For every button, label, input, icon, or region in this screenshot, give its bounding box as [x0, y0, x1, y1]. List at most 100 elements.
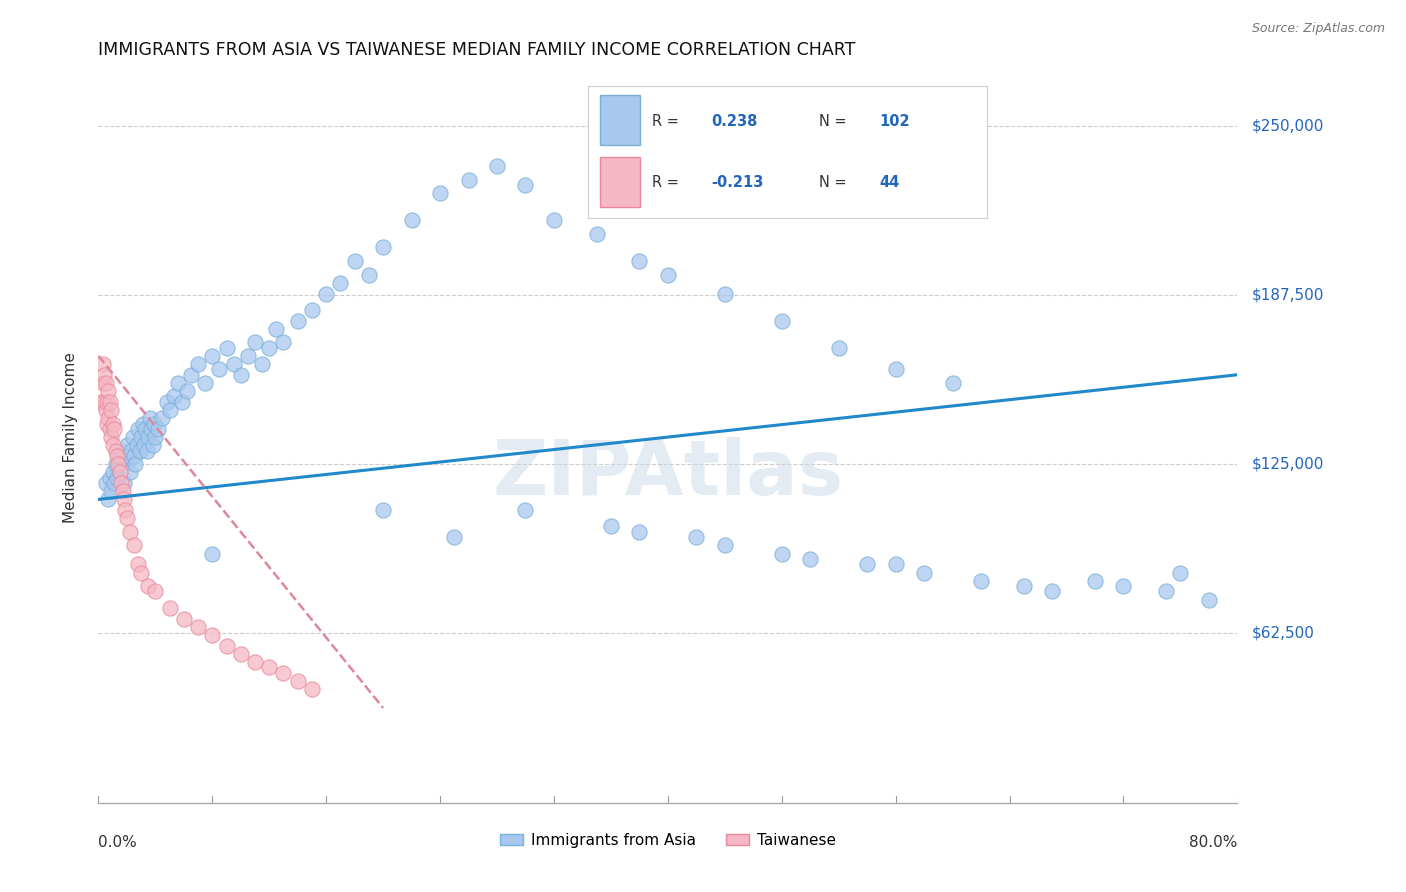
Point: [111, 457, 134, 471]
Text: $125,000: $125,000: [1251, 457, 1324, 472]
Point: [148, 422, 170, 436]
Point: [108, 465, 131, 479]
Point: [124, 457, 146, 471]
Point: [1170, 566, 1192, 580]
Point: [856, 558, 879, 572]
Point: [187, 357, 209, 371]
Point: [167, 376, 190, 390]
Point: [194, 376, 217, 390]
Point: [229, 647, 252, 661]
Point: [159, 600, 181, 615]
Point: [201, 628, 224, 642]
Point: [1198, 592, 1220, 607]
Point: [486, 159, 509, 173]
Point: [1154, 584, 1177, 599]
Point: [515, 503, 537, 517]
Point: [243, 335, 266, 350]
Legend: Immigrants from Asia, Taiwanese: Immigrants from Asia, Taiwanese: [494, 827, 842, 854]
Point: [266, 322, 288, 336]
Point: [657, 268, 679, 282]
Point: [112, 492, 135, 507]
Point: [585, 227, 607, 241]
Point: [93, 368, 115, 382]
Point: [136, 579, 159, 593]
Point: [172, 395, 194, 409]
Point: [118, 524, 141, 539]
Point: [111, 484, 134, 499]
Point: [96, 417, 118, 431]
Point: [135, 443, 157, 458]
Point: [122, 449, 145, 463]
Point: [91, 357, 114, 371]
Point: [770, 313, 793, 327]
Point: [628, 254, 651, 268]
Point: [215, 639, 238, 653]
Point: [429, 186, 451, 201]
Point: [141, 438, 163, 452]
Point: [134, 422, 156, 436]
Text: IMMIGRANTS FROM ASIA VS TAIWANESE MEDIAN FAMILY INCOME CORRELATION CHART: IMMIGRANTS FROM ASIA VS TAIWANESE MEDIAN…: [98, 41, 856, 59]
Point: [714, 538, 737, 552]
Point: [104, 443, 127, 458]
Point: [145, 584, 167, 599]
Point: [357, 268, 380, 282]
Point: [1040, 584, 1063, 599]
Point: [208, 362, 231, 376]
Point: [105, 449, 128, 463]
Point: [685, 530, 707, 544]
Point: [222, 357, 245, 371]
Point: [107, 449, 129, 463]
Point: [114, 449, 136, 463]
Point: [515, 178, 537, 193]
Point: [94, 403, 117, 417]
Point: [93, 395, 115, 409]
Point: [301, 681, 323, 696]
Point: [105, 471, 128, 485]
Point: [136, 430, 159, 444]
Point: [128, 443, 150, 458]
Point: [159, 403, 181, 417]
Point: [122, 538, 145, 552]
Point: [117, 449, 139, 463]
Point: [714, 286, 737, 301]
Point: [187, 620, 209, 634]
Point: [970, 574, 993, 588]
Point: [101, 417, 124, 431]
Point: [142, 417, 165, 431]
Point: [118, 465, 141, 479]
Point: [443, 530, 465, 544]
Point: [110, 443, 132, 458]
Point: [101, 465, 124, 479]
Point: [287, 313, 309, 327]
Point: [127, 422, 149, 436]
Point: [287, 673, 309, 688]
Point: [600, 519, 623, 533]
Text: $62,500: $62,500: [1251, 626, 1315, 641]
Point: [129, 430, 152, 444]
Point: [912, 566, 935, 580]
Point: [101, 438, 124, 452]
Point: [243, 655, 266, 669]
Point: [121, 430, 143, 444]
Point: [156, 395, 179, 409]
Point: [201, 349, 224, 363]
Point: [94, 476, 117, 491]
Point: [884, 362, 907, 376]
Point: [201, 547, 224, 561]
Point: [799, 552, 821, 566]
Text: 80.0%: 80.0%: [1189, 835, 1237, 850]
Point: [103, 476, 125, 491]
Text: 0.0%: 0.0%: [98, 835, 138, 850]
Point: [90, 395, 112, 409]
Text: ZIPAtlas: ZIPAtlas: [492, 437, 844, 510]
Point: [125, 438, 148, 452]
Point: [215, 341, 238, 355]
Point: [457, 172, 479, 186]
Point: [250, 357, 273, 371]
Point: [107, 457, 129, 471]
Point: [129, 566, 152, 580]
Point: [229, 368, 252, 382]
Point: [770, 547, 793, 561]
Point: [132, 438, 155, 452]
Point: [259, 341, 281, 355]
